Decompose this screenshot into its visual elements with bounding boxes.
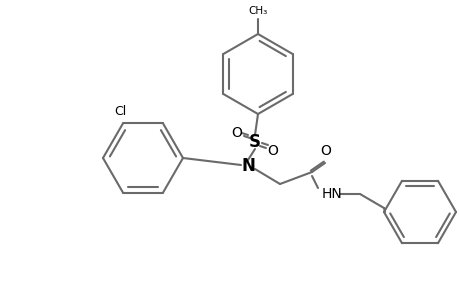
Text: O: O	[231, 126, 242, 140]
Text: N: N	[241, 157, 254, 175]
Text: S: S	[248, 133, 260, 151]
Text: HN: HN	[321, 187, 342, 201]
Text: O: O	[320, 144, 331, 158]
Text: CH₃: CH₃	[248, 6, 267, 16]
Text: Cl: Cl	[114, 105, 126, 119]
Text: O: O	[267, 144, 278, 158]
